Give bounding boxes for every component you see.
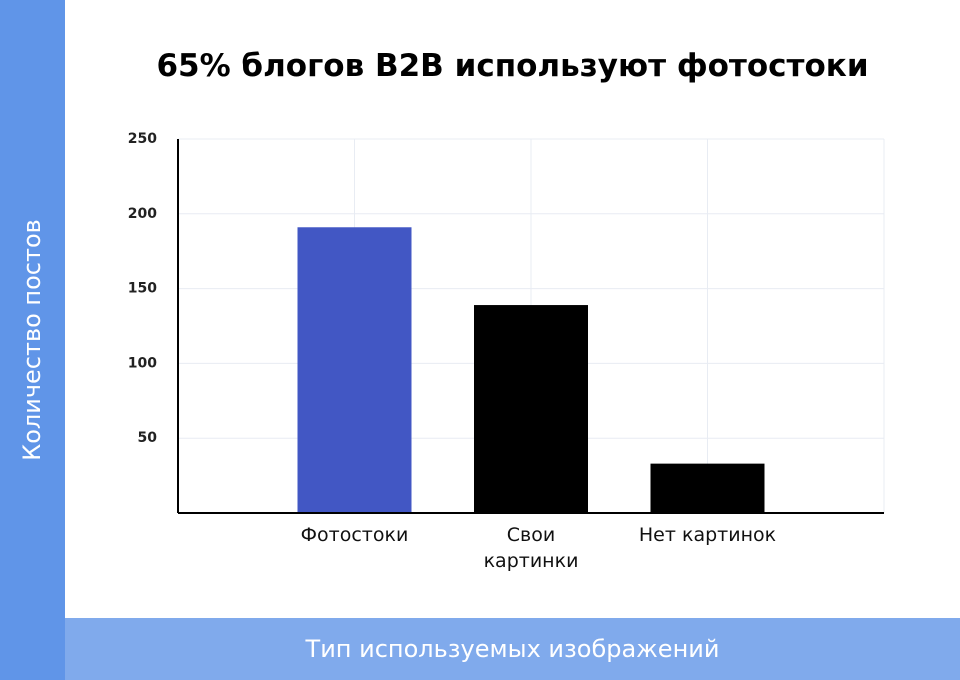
bar bbox=[297, 227, 412, 513]
y-tick-label: 50 bbox=[138, 430, 158, 446]
side-band bbox=[0, 0, 65, 680]
y-tick-label: 100 bbox=[128, 355, 157, 371]
y-tick-label: 150 bbox=[128, 281, 157, 297]
bar bbox=[474, 305, 588, 513]
x-tick-label: Фотостоки bbox=[300, 524, 409, 546]
bar bbox=[650, 463, 765, 513]
bottom-band bbox=[65, 618, 960, 680]
x-tick-label: Нет картинок bbox=[638, 524, 777, 546]
x-axis-label: Тип используемых изображений bbox=[305, 635, 720, 663]
x-tick-label: Свои картинки bbox=[483, 524, 579, 572]
chart-title: 65% блогов B2B используют фотостоки bbox=[156, 48, 869, 84]
y-tick-label: 200 bbox=[128, 206, 157, 222]
y-tick-label: 250 bbox=[128, 131, 157, 147]
